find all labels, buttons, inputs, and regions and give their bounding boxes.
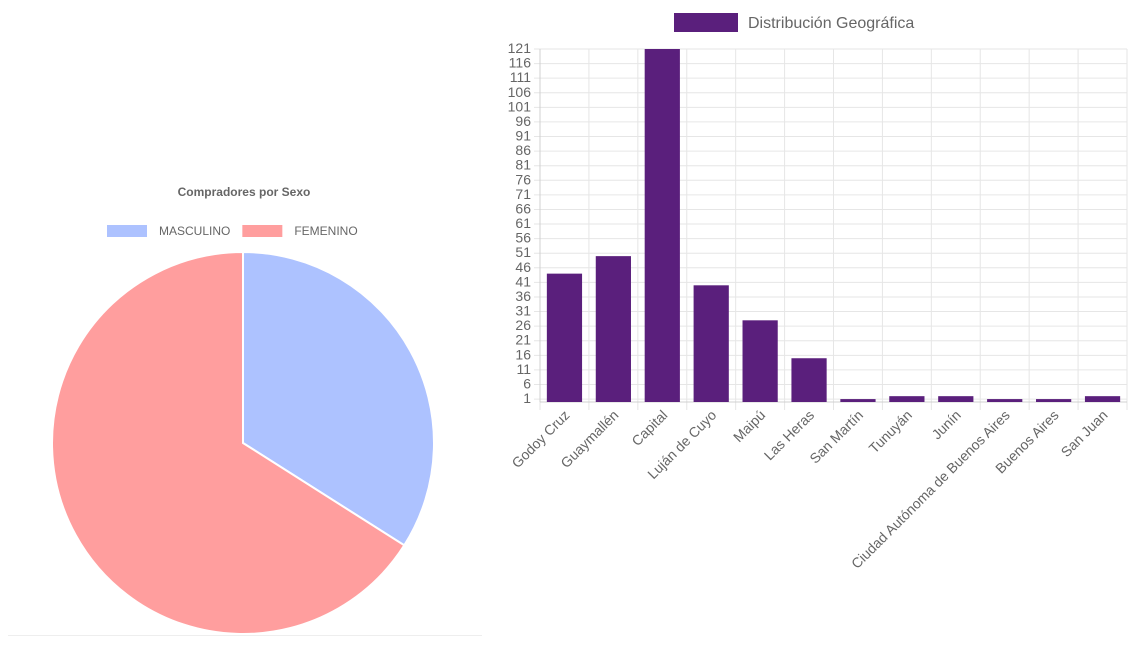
pie-legend-label-0: MASCULINO xyxy=(159,224,230,238)
y-tick-label: 91 xyxy=(515,128,531,144)
x-tick-label: San Juan xyxy=(1058,407,1111,460)
bar-3 xyxy=(693,285,729,402)
bar-0 xyxy=(546,273,583,402)
y-tick-label: 26 xyxy=(515,317,531,333)
y-tick-label: 116 xyxy=(509,55,532,71)
bar-legend-swatch xyxy=(674,13,738,32)
y-tick-label: 21 xyxy=(515,332,531,348)
y-tick-label: 16 xyxy=(515,346,531,362)
y-tick-label: 86 xyxy=(515,142,531,158)
pie-legend-swatch-1 xyxy=(242,225,283,237)
y-tick-label: 51 xyxy=(515,244,531,260)
y-tick-label: 46 xyxy=(515,259,531,275)
y-tick-label: 106 xyxy=(508,84,532,100)
bars xyxy=(546,49,1121,402)
y-tick-label: 1 xyxy=(523,390,531,406)
y-tick-label: 11 xyxy=(516,361,531,377)
y-tick-label: 81 xyxy=(515,157,531,173)
bar-11 xyxy=(1084,396,1121,402)
y-tick-label: 71 xyxy=(515,186,531,202)
bar-6 xyxy=(840,399,876,402)
bar-9 xyxy=(987,399,1023,402)
x-tick-label: San Martín xyxy=(806,407,866,467)
bar-10 xyxy=(1036,399,1072,402)
bar-7 xyxy=(889,396,925,402)
bar-8 xyxy=(938,396,974,402)
bar-chart: Distribución Geográfica 1611162126313641… xyxy=(508,13,1128,572)
bar-1 xyxy=(595,256,631,402)
panel-divider xyxy=(8,635,482,636)
bar-4 xyxy=(742,320,778,402)
y-tick-label: 66 xyxy=(515,200,531,216)
y-tick-label: 61 xyxy=(515,215,531,231)
x-tick-label: Junín xyxy=(928,407,964,443)
y-tick-label: 111 xyxy=(510,69,531,85)
pie-slices xyxy=(51,250,435,635)
y-axis-ticks: 1611162126313641465156616671768186919610… xyxy=(508,40,532,406)
x-tick-label: Tunuyán xyxy=(866,407,915,456)
pie-chart-panel: Compradores por Sexo MASCULINO FEMENINO xyxy=(0,0,490,645)
y-tick-label: 121 xyxy=(508,40,532,56)
y-tick-label: 56 xyxy=(515,230,531,246)
pie-legend-swatch-0 xyxy=(107,225,147,237)
bar-legend: Distribución Geográfica xyxy=(674,13,914,32)
bar-5 xyxy=(791,358,827,402)
pie-slice-masculino xyxy=(242,250,435,547)
bar-chart-panel: Distribución Geográfica 1 6 11 16 21 26 31 36 41… xyxy=(490,0,1129,645)
y-tick-label: 76 xyxy=(515,171,531,187)
pie-chart: Compradores por Sexo MASCULINO FEMENINO xyxy=(51,185,435,635)
pie-legend: MASCULINO FEMENINO xyxy=(107,224,358,238)
x-tick-label: Capital xyxy=(628,407,670,449)
bar-2 xyxy=(644,49,680,402)
pie-slice-femenino xyxy=(51,250,406,635)
y-tick-label: 31 xyxy=(515,303,531,319)
pie-chart-title: Compradores por Sexo xyxy=(178,185,311,199)
bar-grid xyxy=(534,48,1128,410)
pie-legend-label-1: FEMENINO xyxy=(294,224,357,238)
x-tick-label: Maipú xyxy=(730,407,768,445)
y-tick-label: 36 xyxy=(515,288,531,304)
bar-legend-label: Distribución Geográfica xyxy=(748,15,914,32)
y-tick-label: 6 xyxy=(523,375,531,391)
y-tick-label: 41 xyxy=(515,273,531,289)
y-tick-label: 101 xyxy=(508,98,532,114)
y-tick-label: 96 xyxy=(515,113,531,129)
